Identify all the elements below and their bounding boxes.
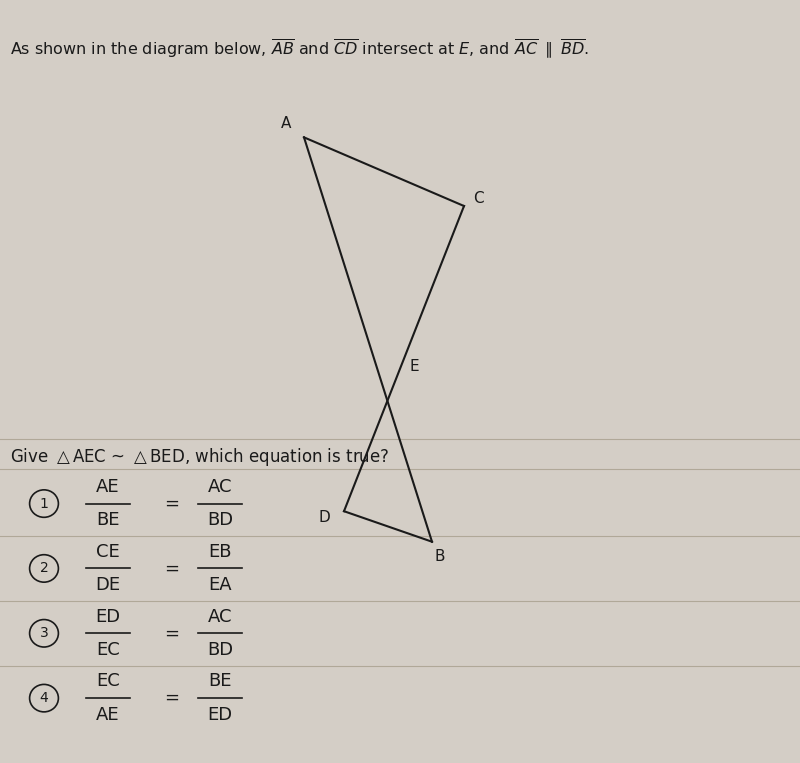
Text: BD: BD: [207, 511, 233, 530]
Text: Give $\triangle$AEC ~ $\triangle$BED, which equation is true?: Give $\triangle$AEC ~ $\triangle$BED, wh…: [10, 446, 389, 468]
Text: 4: 4: [40, 691, 48, 705]
Text: EC: EC: [96, 641, 120, 659]
Text: EC: EC: [96, 672, 120, 691]
Text: C: C: [473, 191, 484, 206]
Text: 3: 3: [40, 626, 48, 640]
Text: =: =: [165, 624, 179, 642]
Text: AE: AE: [96, 478, 120, 496]
Text: EA: EA: [208, 576, 232, 594]
Text: As shown in the diagram below, $\overline{AB}$ and $\overline{CD}$ intersect at : As shown in the diagram below, $\overlin…: [10, 38, 589, 61]
Text: AC: AC: [208, 607, 232, 626]
Text: A: A: [282, 116, 291, 131]
Text: BD: BD: [207, 641, 233, 659]
Text: AC: AC: [208, 478, 232, 496]
Text: =: =: [165, 494, 179, 513]
Text: EB: EB: [208, 542, 232, 561]
Text: DE: DE: [95, 576, 121, 594]
Text: ED: ED: [207, 706, 233, 724]
Text: CE: CE: [96, 542, 120, 561]
Text: BE: BE: [208, 672, 232, 691]
Text: BE: BE: [96, 511, 120, 530]
Text: 2: 2: [40, 562, 48, 575]
Text: 1: 1: [39, 497, 49, 510]
Text: =: =: [165, 559, 179, 578]
Text: =: =: [165, 689, 179, 707]
Text: B: B: [434, 549, 446, 565]
Text: AE: AE: [96, 706, 120, 724]
Text: ED: ED: [95, 607, 121, 626]
Text: D: D: [318, 510, 330, 525]
Text: E: E: [410, 359, 419, 374]
